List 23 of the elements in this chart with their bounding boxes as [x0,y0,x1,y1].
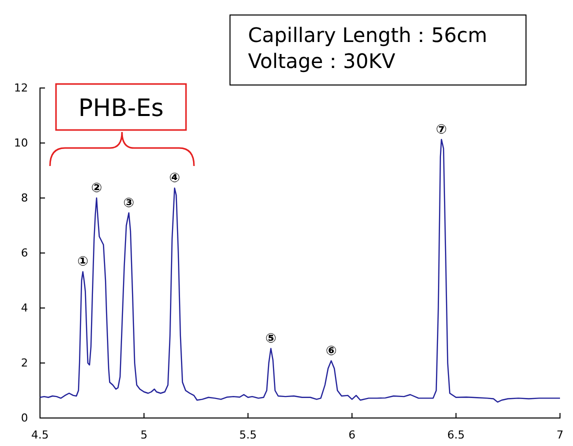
annotation: ① [77,254,88,270]
y-tick-label: 12 [14,82,28,95]
annotation: PHB-Es [78,94,164,122]
text: Capillary Length：56cm Voltage：30KV [248,23,488,73]
y-tick-label: 0 [21,412,28,425]
x-tick-label: 4.5 [31,428,49,442]
y-tick-label: 2 [21,356,28,370]
y-tick-label: 8 [21,192,28,205]
annotation: ⑤ [265,331,276,346]
line-series [39,138,561,403]
y-tick-label: 6 [21,246,28,260]
annotation: ③ [123,196,134,211]
annotation: ② [91,181,102,196]
y-tick-label: 4 [21,302,28,315]
annotation: ⑦ [436,122,447,138]
x-tick-label: 5 [140,428,148,442]
x-tick-label: 6 [348,428,356,442]
annotation: ⑥ [326,344,337,359]
x-tick-label: 5.5 [239,428,257,442]
y-tick-label: 10 [14,136,28,150]
x-tick-label: 7 [556,428,564,442]
annotation: ④ [169,171,180,186]
x-tick-label: 6.5 [447,428,465,442]
